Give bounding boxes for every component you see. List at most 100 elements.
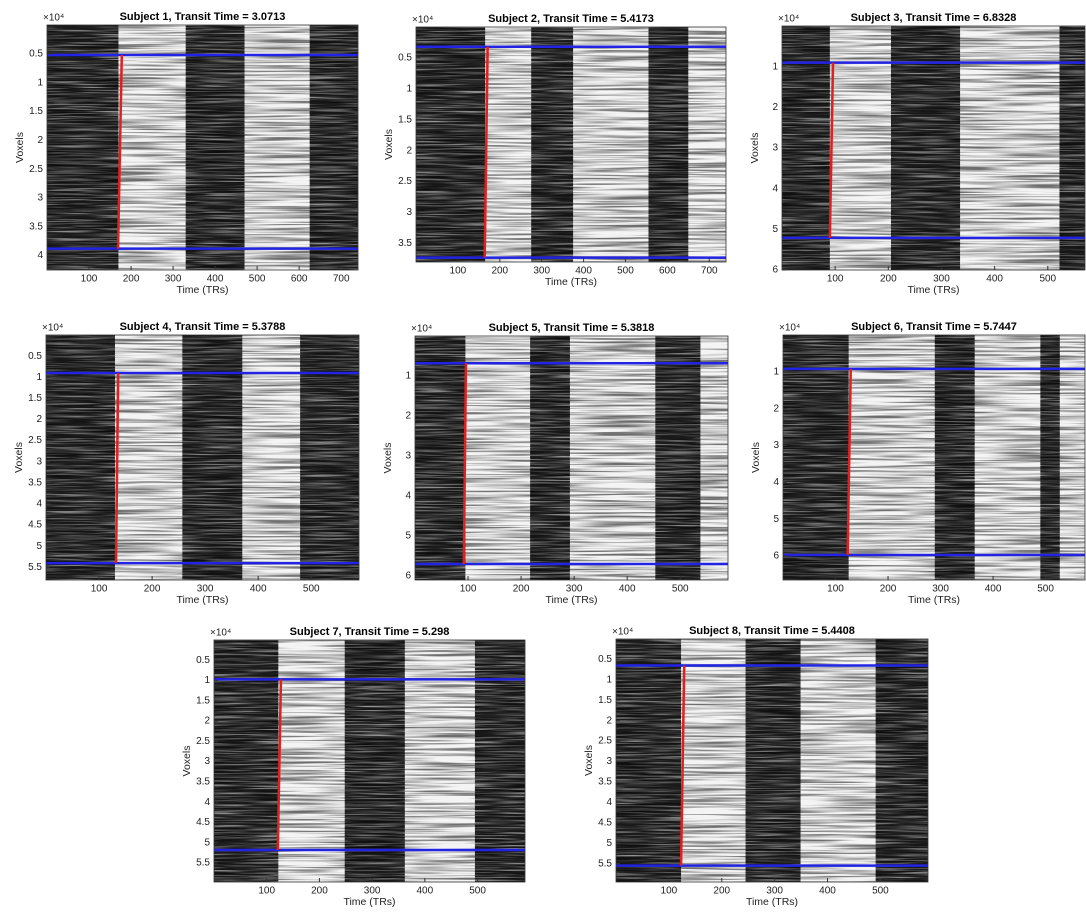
y-tick-label: 3	[772, 143, 778, 154]
y-tick-label: 3.5	[196, 777, 210, 788]
y-multiplier: ×10⁴	[412, 15, 433, 26]
y-tick-label: 3	[606, 756, 612, 767]
y-tick-label: 5	[772, 224, 778, 235]
plot-area	[415, 336, 728, 580]
x-tick-label: 100	[827, 274, 844, 285]
y-tick-label: 1	[406, 83, 412, 94]
y-tick-label: 5.5	[196, 858, 210, 869]
y-multiplier: ×10⁴	[43, 13, 64, 24]
y-axis-label: Voxels	[13, 442, 25, 473]
y-tick-label: 1	[772, 61, 778, 72]
y-tick-label: 2	[406, 145, 412, 156]
x-tick-label: 200	[491, 266, 508, 277]
y-tick-label: 5	[405, 531, 411, 542]
plot-area	[47, 25, 358, 270]
x-tick-label: 600	[659, 266, 676, 277]
x-tick-label: 400	[417, 886, 434, 897]
noise-texture	[214, 640, 525, 882]
x-axis-label: Time (TRs)	[746, 896, 798, 908]
y-tick-label: 2	[773, 403, 779, 414]
panel: 100200300400500123456Subject 6, Transit …	[750, 321, 1085, 606]
x-tick-label: 100	[827, 584, 844, 595]
x-tick-label: 400	[250, 584, 267, 595]
y-tick-label: 3	[204, 756, 210, 767]
y-tick-label: 1.5	[28, 393, 42, 404]
y-axis-label: Voxels	[181, 746, 193, 777]
y-axis-label: Voxels	[583, 745, 595, 776]
x-tick-label: 200	[123, 274, 140, 285]
y-tick-label: 3	[406, 207, 412, 218]
y-tick-label: 2.5	[196, 736, 210, 747]
y-tick-label: 3	[405, 451, 411, 462]
x-tick-label: 400	[619, 584, 636, 595]
chart-title: Subject 3, Transit Time = 6.8328	[851, 12, 1017, 24]
y-tick-label: 6	[773, 551, 779, 562]
chart-title: Subject 6, Transit Time = 5.7447	[851, 321, 1017, 333]
x-tick-label: 400	[819, 886, 836, 897]
y-tick-label: 2	[772, 102, 778, 113]
y-multiplier: ×10⁴	[42, 323, 63, 334]
y-tick-label: 4.5	[28, 520, 42, 531]
x-tick-label: 700	[701, 266, 718, 277]
x-axis-label: Time (TRs)	[545, 276, 597, 288]
y-axis-label: Voxels	[749, 133, 761, 164]
x-tick-label: 100	[258, 886, 275, 897]
y-tick-label: 1.5	[29, 106, 43, 117]
noise-texture	[616, 639, 928, 882]
y-tick-label: 4.5	[598, 817, 612, 828]
x-tick-label: 100	[81, 274, 98, 285]
y-tick-label: 1	[36, 372, 42, 383]
y-tick-label: 3.5	[598, 777, 612, 788]
y-tick-label: 3.5	[29, 221, 43, 232]
y-tick-label: 5	[606, 838, 612, 849]
y-tick-label: 1	[773, 366, 779, 377]
x-tick-label: 700	[333, 274, 350, 285]
y-axis-label: Voxels	[14, 132, 26, 163]
y-tick-label: 0.5	[196, 655, 210, 666]
y-tick-label: 5	[773, 514, 779, 525]
y-tick-label: 1.5	[398, 114, 412, 125]
y-multiplier: ×10⁴	[778, 14, 799, 25]
x-tick-label: 200	[513, 584, 530, 595]
y-tick-label: 0.5	[598, 654, 612, 665]
x-axis-label: Time (TRs)	[908, 594, 960, 606]
x-axis-label: Time (TRs)	[176, 594, 228, 606]
y-axis-label: Voxels	[382, 443, 394, 474]
y-tick-label: 4	[773, 477, 779, 488]
x-tick-label: 600	[291, 274, 308, 285]
y-tick-label: 4	[37, 250, 43, 261]
y-tick-label: 5.5	[28, 562, 42, 573]
x-tick-label: 200	[713, 886, 730, 897]
y-tick-label: 6	[772, 265, 778, 276]
x-tick-label: 400	[985, 584, 1002, 595]
y-tick-label: 3.5	[398, 238, 412, 249]
y-tick-label: 2	[36, 414, 42, 425]
chart-title: Subject 4, Transit Time = 5.3788	[120, 321, 286, 333]
chart-title: Subject 2, Transit Time = 5.4173	[488, 13, 654, 25]
y-tick-label: 3	[773, 440, 779, 451]
y-tick-label: 2.5	[29, 164, 43, 175]
y-multiplier: ×10⁴	[210, 628, 231, 639]
plot-area	[616, 639, 928, 882]
y-tick-label: 4.5	[196, 817, 210, 828]
y-tick-label: 2.5	[28, 435, 42, 446]
x-tick-label: 200	[880, 274, 897, 285]
y-tick-label: 1.5	[598, 695, 612, 706]
chart-title: Subject 1, Transit Time = 3.0713	[120, 11, 286, 23]
noise-texture	[415, 336, 728, 580]
y-tick-label: 2	[37, 135, 43, 146]
x-tick-label: 500	[1039, 274, 1056, 285]
y-tick-label: 1.5	[196, 695, 210, 706]
noise-texture	[47, 25, 358, 270]
x-axis-label: Time (TRs)	[343, 896, 395, 908]
y-tick-label: 4	[405, 491, 411, 502]
y-multiplier: ×10⁴	[612, 627, 633, 638]
y-tick-label: 4	[36, 499, 42, 510]
y-tick-label: 6	[405, 571, 411, 582]
x-tick-label: 100	[450, 266, 467, 277]
y-tick-label: 0.5	[398, 53, 412, 64]
x-tick-label: 100	[460, 584, 477, 595]
noise-texture	[46, 335, 359, 580]
y-tick-label: 5.5	[598, 858, 612, 869]
